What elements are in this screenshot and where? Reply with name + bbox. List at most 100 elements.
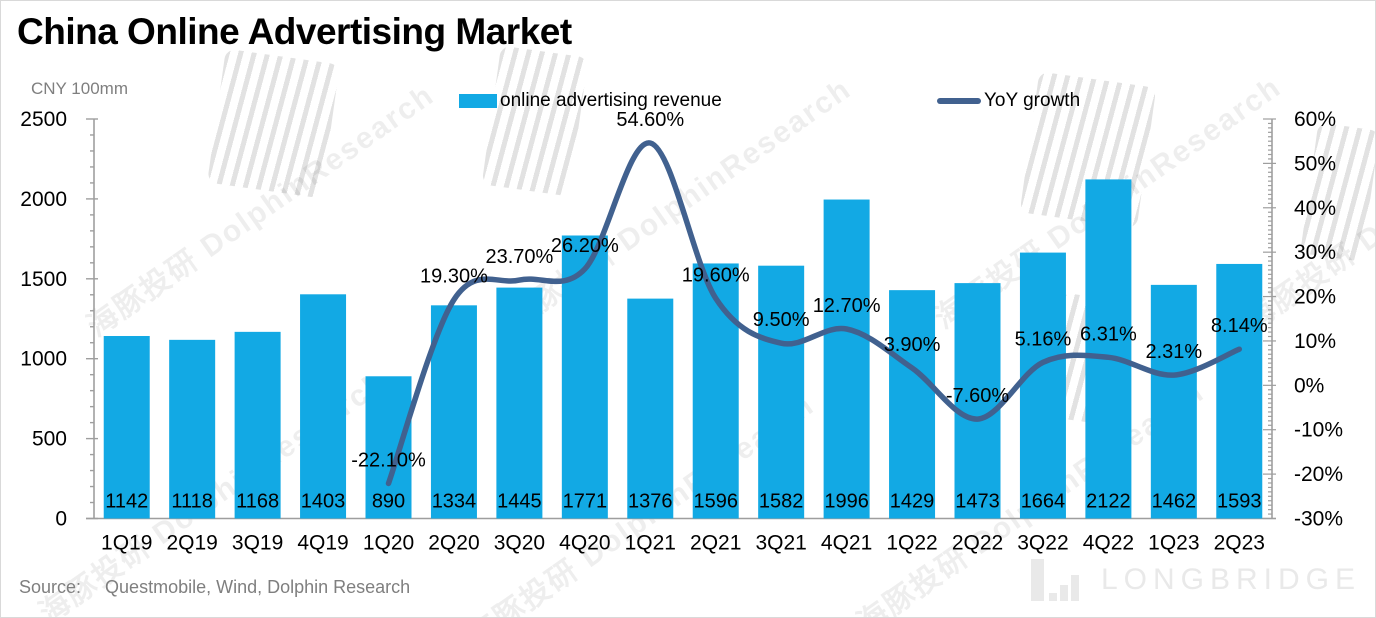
revenue-swatch-icon: [459, 94, 497, 108]
category-label: 3Q21: [755, 532, 806, 555]
category-label: 2Q23: [1214, 532, 1265, 555]
longbridge-logo: LONGBRIDGE: [1030, 557, 1361, 603]
category-label: 3Q22: [1017, 532, 1068, 555]
yoy-point-label: 8.14%: [1211, 315, 1268, 337]
legend: online advertising revenue YoY growth: [1, 89, 1375, 113]
revenue-bar: [300, 294, 347, 519]
source-text: Questmobile, Wind, Dolphin Research: [105, 577, 411, 597]
bar-value-label: 1168: [236, 491, 279, 513]
left-axis-tick-label: 2500: [20, 108, 67, 131]
category-label: 3Q20: [494, 532, 545, 555]
longbridge-logo-icon: [1030, 559, 1079, 601]
legend-item-yoy: YoY growth: [937, 89, 1080, 113]
revenue-bar: [561, 235, 608, 519]
bar-value-label: 1429: [890, 491, 935, 513]
yoy-point-label: 19.30%: [420, 266, 488, 288]
revenue-bar: [823, 199, 870, 519]
yoy-point-label: 5.16%: [1015, 328, 1072, 350]
yoy-point-label: 19.60%: [682, 264, 750, 286]
chart-title: China Online Advertising Market: [17, 11, 572, 52]
left-axis-tick-label: 1500: [20, 268, 67, 291]
revenue-bar: [889, 290, 936, 519]
right-axis-tick-label: -10%: [1294, 419, 1343, 442]
yoy-point-label: -7.60%: [946, 385, 1010, 407]
revenue-bar: [954, 283, 1001, 519]
category-label: 1Q20: [363, 532, 414, 555]
bar-value-label: 1376: [628, 491, 673, 513]
category-label: 4Q22: [1083, 532, 1134, 555]
bar-value-label: 1473: [955, 491, 1000, 513]
revenue-bar: [1019, 252, 1066, 519]
yoy-point-label: 12.70%: [813, 295, 881, 317]
bar-value-label: 1582: [759, 491, 804, 513]
category-label: 2Q21: [690, 532, 741, 555]
category-label: 4Q20: [559, 532, 610, 555]
category-label: 1Q19: [101, 532, 152, 555]
revenue-bar: [430, 305, 477, 519]
revenue-bar: [1216, 263, 1263, 519]
bar-value-label: 1593: [1217, 491, 1262, 513]
bar-value-label: 1664: [1021, 491, 1066, 513]
bar-value-label: 1334: [432, 491, 477, 513]
source-prefix: Source:: [19, 577, 82, 597]
bar-value-label: 1771: [563, 491, 608, 513]
category-label: 3Q19: [232, 532, 283, 555]
category-label: 2Q19: [166, 532, 217, 555]
right-axis-tick-label: 50%: [1294, 152, 1336, 175]
bar-value-label: 1403: [301, 491, 346, 513]
yoy-point-label: 9.50%: [753, 309, 810, 331]
source-note: Source: Questmobile, Wind, Dolphin Resear…: [19, 577, 410, 598]
revenue-bar: [1085, 179, 1132, 519]
right-axis-tick-label: 0%: [1294, 374, 1324, 397]
revenue-bar: [1150, 284, 1197, 519]
legend-item-revenue: online advertising revenue: [459, 89, 722, 113]
right-axis-tick-label: 10%: [1294, 330, 1336, 353]
bar-value-label: 1596: [693, 491, 738, 513]
yoy-point-label: 2.31%: [1145, 341, 1202, 363]
yoy-growth-line: [385, 140, 1243, 487]
right-axis-tick-label: 20%: [1294, 286, 1336, 309]
category-label: 1Q22: [886, 532, 937, 555]
legend-label-yoy: YoY growth: [984, 90, 1081, 111]
bar-value-label: 1996: [824, 491, 869, 513]
left-axis-tick-label: 500: [32, 428, 67, 451]
left-axis-unit-label: CNY 100mm: [31, 79, 128, 98]
yoy-point-label: -22.10%: [351, 449, 426, 471]
left-axis-tick-label: 0: [55, 508, 67, 531]
bar-value-label: 890: [372, 491, 405, 513]
yoy-point-label: 6.31%: [1080, 323, 1137, 345]
revenue-bar: [758, 265, 805, 519]
right-axis-tick-label: 40%: [1294, 197, 1336, 220]
longbridge-logo-text: LONGBRIDGE: [1100, 563, 1361, 596]
yoy-point-label: 23.70%: [485, 246, 553, 268]
right-axis-tick-label: 30%: [1294, 241, 1336, 264]
category-label: 2Q22: [952, 532, 1003, 555]
revenue-bar: [234, 331, 281, 519]
bar-value-label: 1445: [497, 491, 542, 513]
revenue-bar: [169, 339, 216, 519]
right-axis-tick-label: 60%: [1294, 108, 1336, 131]
category-label: 1Q23: [1148, 532, 1199, 555]
revenue-bar: [627, 298, 674, 519]
yoy-point-label: 54.60%: [616, 109, 684, 131]
revenue-bar: [365, 376, 412, 519]
revenue-bar: [496, 287, 543, 519]
yoy-point-label: 26.20%: [551, 235, 619, 257]
category-label: 4Q19: [297, 532, 348, 555]
right-axis-tick-label: -20%: [1294, 463, 1343, 486]
revenue-bar: [103, 336, 150, 519]
category-label: 2Q20: [428, 532, 479, 555]
left-axis-tick-label: 1000: [20, 348, 67, 371]
category-label: 1Q21: [625, 532, 676, 555]
left-axis-tick-label: 2000: [20, 188, 67, 211]
bar-value-label: 2122: [1086, 491, 1131, 513]
bar-value-label: 1118: [171, 491, 213, 513]
revenue-bar: [692, 263, 739, 519]
right-axis-tick-label: -30%: [1294, 508, 1343, 531]
bar-value-label: 1462: [1152, 491, 1197, 513]
legend-label-revenue: online advertising revenue: [500, 90, 722, 111]
category-label: 4Q21: [821, 532, 872, 555]
bar-value-label: 1142: [105, 491, 148, 513]
